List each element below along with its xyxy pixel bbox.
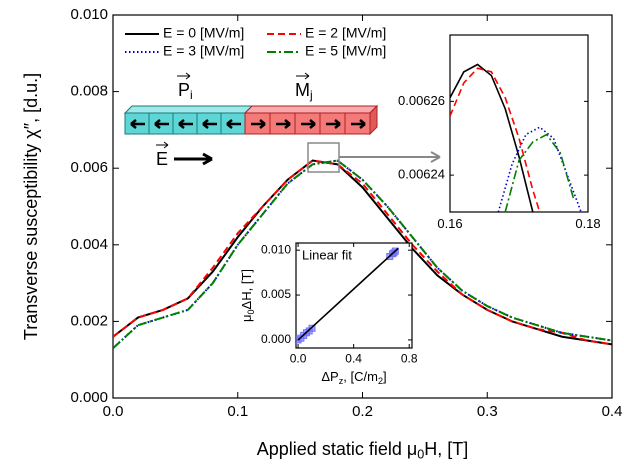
- subscript: z: [339, 376, 344, 386]
- subscript: 0: [246, 309, 256, 314]
- magnetization-label: Mj: [295, 80, 313, 102]
- vector-arrow: [296, 72, 310, 80]
- y-tick-label: 0.000: [70, 389, 108, 406]
- y-axis-label: μ0ΔH, [T]: [239, 269, 256, 322]
- y-tick-label: 0.010: [261, 242, 291, 256]
- x-tick-label: 0.4: [345, 352, 362, 366]
- plot-area: [450, 63, 582, 212]
- fit-label: Linear fit: [302, 247, 352, 262]
- label-part: ΔP: [321, 369, 338, 384]
- polarization-label: Pi: [178, 80, 193, 102]
- field-label: E: [156, 149, 168, 169]
- x-tick-label: 0.18: [575, 216, 600, 231]
- field-arrow: [174, 152, 213, 166]
- x-tick-label: 0.2: [352, 403, 373, 420]
- label-part: μ: [239, 315, 254, 323]
- plot-area: [296, 247, 399, 344]
- x-tick-label: 0.1: [227, 403, 248, 420]
- label-part: Applied static field μ: [257, 439, 417, 459]
- data-line: [113, 159, 612, 349]
- y-tick-label: 0.00626: [398, 93, 445, 108]
- legend-label: E = 2 [MV/m]: [305, 25, 386, 41]
- y-tick-label: 0.006: [70, 159, 108, 176]
- schematic: Pi Mj E: [123, 72, 379, 169]
- x-tick-label: 0.16: [437, 216, 462, 231]
- x-tick-label: 0.4: [602, 403, 623, 420]
- legend-label: E = 3 [MV/m]: [163, 43, 244, 59]
- y-tick-label: 0.00624: [398, 167, 445, 182]
- label-part: ]: [383, 369, 387, 384]
- legend-label: E = 0 [MV/m]: [163, 25, 244, 41]
- data-line: [450, 67, 541, 212]
- plot-area: [113, 159, 612, 349]
- data-line: [297, 247, 399, 341]
- subscript: 2: [378, 376, 383, 386]
- vector-arrow: [156, 141, 169, 149]
- vector-arrow: [177, 72, 191, 80]
- ferroelectric-cells: [123, 105, 254, 135]
- x-tick-label: 0.0: [103, 403, 124, 420]
- y-tick-label: 0.000: [261, 332, 291, 346]
- plot-frame: [449, 34, 589, 213]
- y-axis-label: Transverse susceptibility χ″, [d.u.]: [21, 73, 41, 340]
- data-line: [450, 63, 534, 212]
- x-axis-label: ΔPz, [C/m2]: [321, 369, 386, 386]
- x-tick-label: 0.0: [290, 352, 307, 366]
- x-axis-label: Applied static field μ0H, [T]: [257, 439, 468, 462]
- x-tick-label: 0.3: [477, 403, 498, 420]
- x-tick-label: 0.8: [401, 352, 418, 366]
- label-part: H, [T]: [424, 439, 468, 459]
- zoom-arrow: [339, 151, 441, 163]
- label-part: ΔH, [T]: [239, 269, 254, 309]
- data-line: [504, 133, 575, 212]
- y-tick-label: 0.004: [70, 236, 108, 253]
- legend-label: E = 5 [MV/m]: [305, 43, 386, 59]
- spin-arrows: [130, 119, 366, 129]
- label-part: , [C/m: [343, 369, 378, 384]
- y-tick-label: 0.005: [261, 287, 291, 301]
- y-tick-label: 0.002: [70, 312, 108, 329]
- data-line: [113, 159, 612, 346]
- y-tick-label: 0.008: [70, 83, 108, 100]
- subscript: 0: [417, 448, 424, 462]
- y-tick-label: 0.010: [70, 6, 108, 23]
